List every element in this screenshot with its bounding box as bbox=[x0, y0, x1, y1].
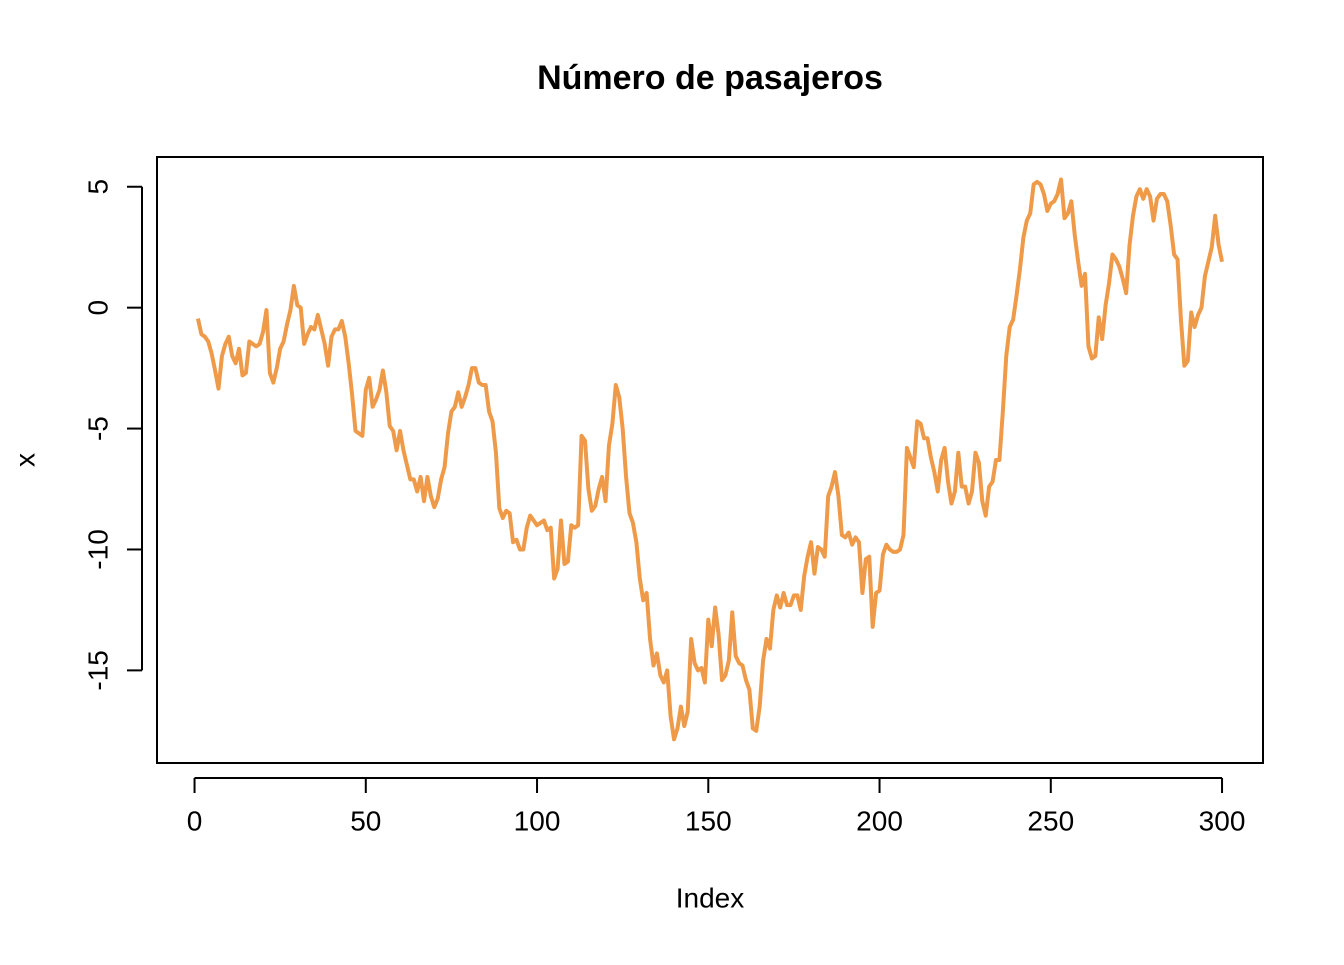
x-tick-label: 50 bbox=[350, 805, 381, 836]
x-tick-label: 250 bbox=[1027, 805, 1074, 836]
y-tick-label: -15 bbox=[82, 650, 113, 690]
chart-title: Número de pasajeros bbox=[537, 59, 883, 97]
x-tick-label: 200 bbox=[856, 805, 903, 836]
y-axis-label: x bbox=[9, 453, 40, 467]
y-tick-label: 0 bbox=[82, 300, 113, 316]
y-tick-label: 5 bbox=[82, 179, 113, 195]
data-line bbox=[196, 177, 1225, 742]
x-tick-label: 0 bbox=[187, 805, 203, 836]
y-tick-label: -5 bbox=[82, 416, 113, 441]
x-tick-label: 100 bbox=[514, 805, 561, 836]
plot-frame bbox=[156, 156, 1264, 764]
x-tick-label: 150 bbox=[685, 805, 732, 836]
x-tick-label: 300 bbox=[1199, 805, 1246, 836]
y-tick-label: -10 bbox=[82, 529, 113, 569]
x-axis-label: Index bbox=[676, 882, 745, 913]
